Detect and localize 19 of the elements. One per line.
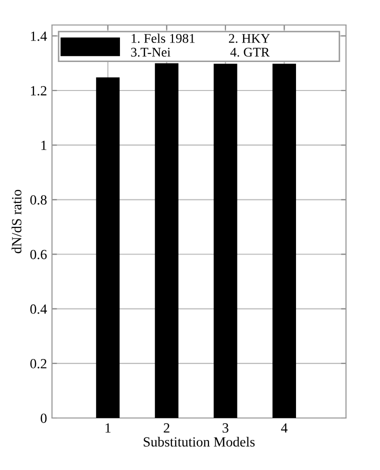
y-tick-label: 0.6 [30,250,47,260]
y-tick-label: 1.4 [31,32,47,41]
legend-label: 1. Fels 1981 2. HKY 3.T-Nei 4. GTR [131,34,270,57]
bar [214,64,238,418]
bar [96,77,120,418]
x-axis-title: Substitution Models [144,436,255,447]
y-tick-label: 1 [41,140,46,150]
y-tick-label: 0.2 [30,359,46,368]
y-tick-label: 1.2 [31,86,46,96]
y-axis-title: dN/dS ratio [12,190,22,254]
y-tick-label: 0.8 [30,195,47,205]
x-tick-label: 4 [281,423,288,432]
x-tick-label: 2 [164,423,170,432]
y-tick-label: 0 [40,414,47,423]
bar [272,64,296,418]
bar [154,63,178,418]
x-tick-label: 3 [222,423,228,433]
y-tick-label: 0.4 [30,304,47,314]
x-tick-label: 1 [106,423,110,432]
